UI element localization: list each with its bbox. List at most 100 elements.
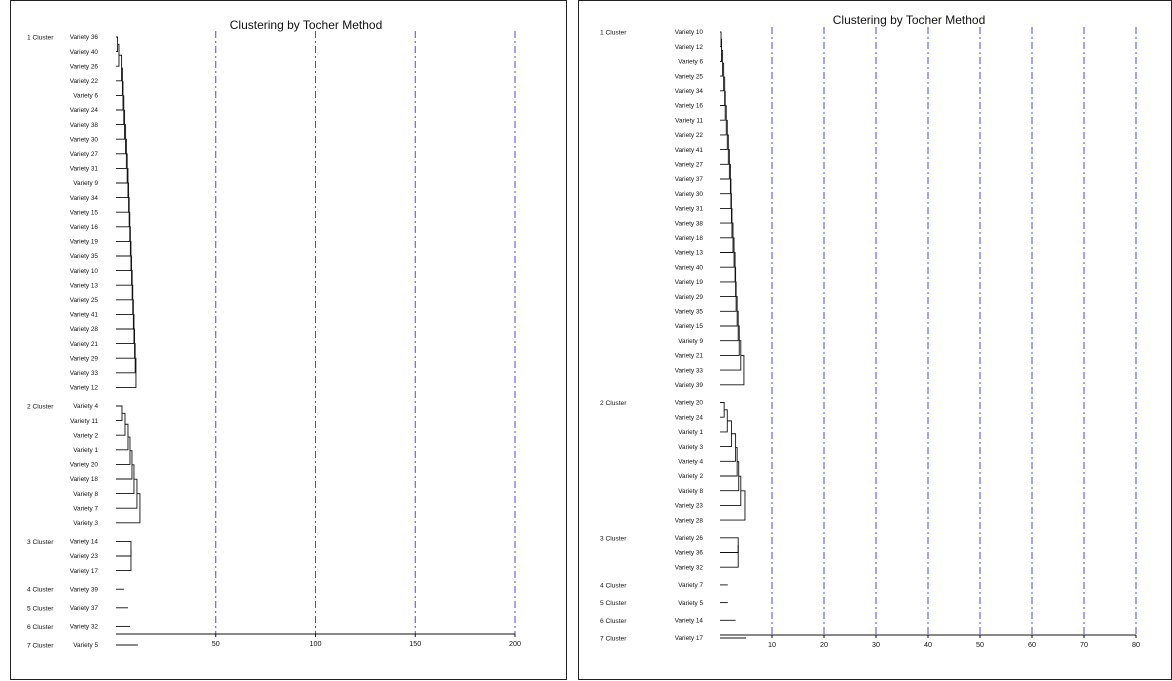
dendrogram-panel-right: Clustering by Tocher Method 10 20 30 40 50 60… <box>578 0 1172 680</box>
variety-label: Variety 23 <box>70 553 99 560</box>
variety-label: Variety 4 <box>678 459 703 466</box>
cluster-label: 7 Cluster <box>27 643 54 650</box>
variety-label: Variety 3 <box>73 520 98 527</box>
variety-label: Variety 6 <box>73 93 98 100</box>
variety-label: Variety 6 <box>678 59 703 66</box>
variety-label: Variety 19 <box>675 279 704 286</box>
variety-label: Variety 11 <box>675 117 703 124</box>
variety-label: Variety 34 <box>70 195 99 202</box>
x-tick-label: 70 <box>1080 640 1088 649</box>
variety-label: Variety 15 <box>70 209 99 216</box>
variety-label: Variety 11 <box>70 418 98 425</box>
variety-label: Variety 32 <box>70 624 99 631</box>
x-tick-label: 200 <box>509 639 521 648</box>
variety-label: Variety 22 <box>70 78 99 85</box>
variety-label: Variety 17 <box>675 635 704 642</box>
variety-label: Variety 29 <box>70 355 99 362</box>
variety-label: Variety 31 <box>70 166 99 173</box>
variety-label: Variety 2 <box>73 432 98 439</box>
variety-label: Variety 29 <box>675 294 704 301</box>
dendrogram-left: Clustering by Tocher Method 50 100 150 200 1… <box>27 18 521 650</box>
cluster-label: 6 Cluster <box>27 624 54 631</box>
dendrogram-link <box>720 237 735 268</box>
dendrogram-link <box>720 266 737 298</box>
dendrogram-link <box>116 36 119 53</box>
dendrogram-link <box>720 420 732 448</box>
cluster-label: 4 Cluster <box>600 582 627 589</box>
variety-label: Variety 28 <box>70 326 99 333</box>
variety-label: Variety 1 <box>73 447 98 454</box>
dendrogram-link <box>720 402 725 418</box>
dendrogram-link <box>720 31 722 48</box>
variety-label: Variety 1 <box>678 429 703 436</box>
dendrogram-link <box>720 105 727 136</box>
dendrogram-link <box>720 325 740 356</box>
x-tick-label: 60 <box>1028 640 1036 649</box>
variety-label: Variety 9 <box>678 338 703 345</box>
variety-label: Variety 27 <box>70 151 99 158</box>
variety-label: Variety 32 <box>675 564 704 571</box>
variety-label: Variety 14 <box>675 618 704 625</box>
variety-label: Variety 28 <box>675 517 704 524</box>
x-tick-label: 30 <box>872 640 880 649</box>
dendrogram-link <box>116 412 126 436</box>
cluster-label: 2 Cluster <box>600 400 627 407</box>
dendrogram-link <box>116 493 141 524</box>
variety-label: Variety 18 <box>70 476 99 483</box>
cluster-label: 7 Cluster <box>600 636 627 643</box>
dendrogram-link <box>116 81 124 111</box>
cluster-label: 1 Cluster <box>600 30 627 37</box>
variety-label: Variety 33 <box>675 367 704 374</box>
x-tick-label: 50 <box>976 640 984 649</box>
cluster-label: 1 Cluster <box>27 35 54 42</box>
dendrogram-link <box>116 405 123 422</box>
cluster-label: 3 Cluster <box>27 539 54 546</box>
variety-label: Variety 12 <box>675 44 704 51</box>
x-tick-label: 100 <box>310 639 322 648</box>
dendrogram-link <box>720 537 739 553</box>
dendrogram-right: Clustering by Tocher Method 10 20 30 40 50 60… <box>600 13 1140 649</box>
variety-label: Variety 35 <box>675 309 704 316</box>
dendrogram-link <box>116 548 132 572</box>
variety-label: Variety 26 <box>675 535 704 542</box>
dendrogram-link <box>116 423 129 451</box>
x-tick-label: 40 <box>924 640 932 649</box>
x-tick-label: 50 <box>212 639 220 648</box>
variety-label: Variety 25 <box>70 297 99 304</box>
variety-label: Variety 21 <box>675 353 704 360</box>
variety-label: Variety 35 <box>70 253 99 260</box>
variety-label: Variety 41 <box>675 147 704 154</box>
variety-label: Variety 33 <box>70 370 99 377</box>
dendrogram-link <box>720 545 739 568</box>
cluster-label: 5 Cluster <box>27 605 54 612</box>
variety-label: Variety 20 <box>70 462 99 469</box>
x-tick-label: 10 <box>768 640 776 649</box>
dendrogram-link <box>720 409 728 433</box>
variety-label: Variety 7 <box>678 582 703 589</box>
variety-label: Variety 8 <box>678 488 703 495</box>
dendrogram-link <box>720 475 742 506</box>
x-tick-label: 20 <box>820 640 828 649</box>
dendrogram-link <box>720 354 745 386</box>
dendrogram-link <box>116 343 136 374</box>
dendrogram-link <box>720 49 724 77</box>
chart-title: Clustering by Tocher Method <box>833 13 986 27</box>
variety-label: Variety 40 <box>675 264 704 271</box>
variety-label: Variety 25 <box>675 73 704 80</box>
variety-label: Variety 8 <box>73 491 98 498</box>
variety-label: Variety 7 <box>73 505 98 512</box>
variety-label: Variety 41 <box>70 312 99 319</box>
dendrogram-panel-left: Clustering by Tocher Method 50 100 150 200 1… <box>10 0 567 680</box>
variety-label: Variety 2 <box>678 473 703 480</box>
cluster-label: 4 Cluster <box>27 587 54 594</box>
dendrogram-link <box>720 447 738 477</box>
variety-label: Variety 37 <box>70 605 99 612</box>
cluster-label: 5 Cluster <box>600 600 627 607</box>
dendrogram-link <box>720 433 737 462</box>
variety-label: Variety 31 <box>675 206 704 213</box>
variety-label: Variety 18 <box>675 235 704 242</box>
variety-label: Variety 3 <box>678 444 703 451</box>
variety-label: Variety 26 <box>70 63 99 70</box>
dendrogram-link <box>116 299 134 330</box>
variety-label: Variety 13 <box>70 282 99 289</box>
